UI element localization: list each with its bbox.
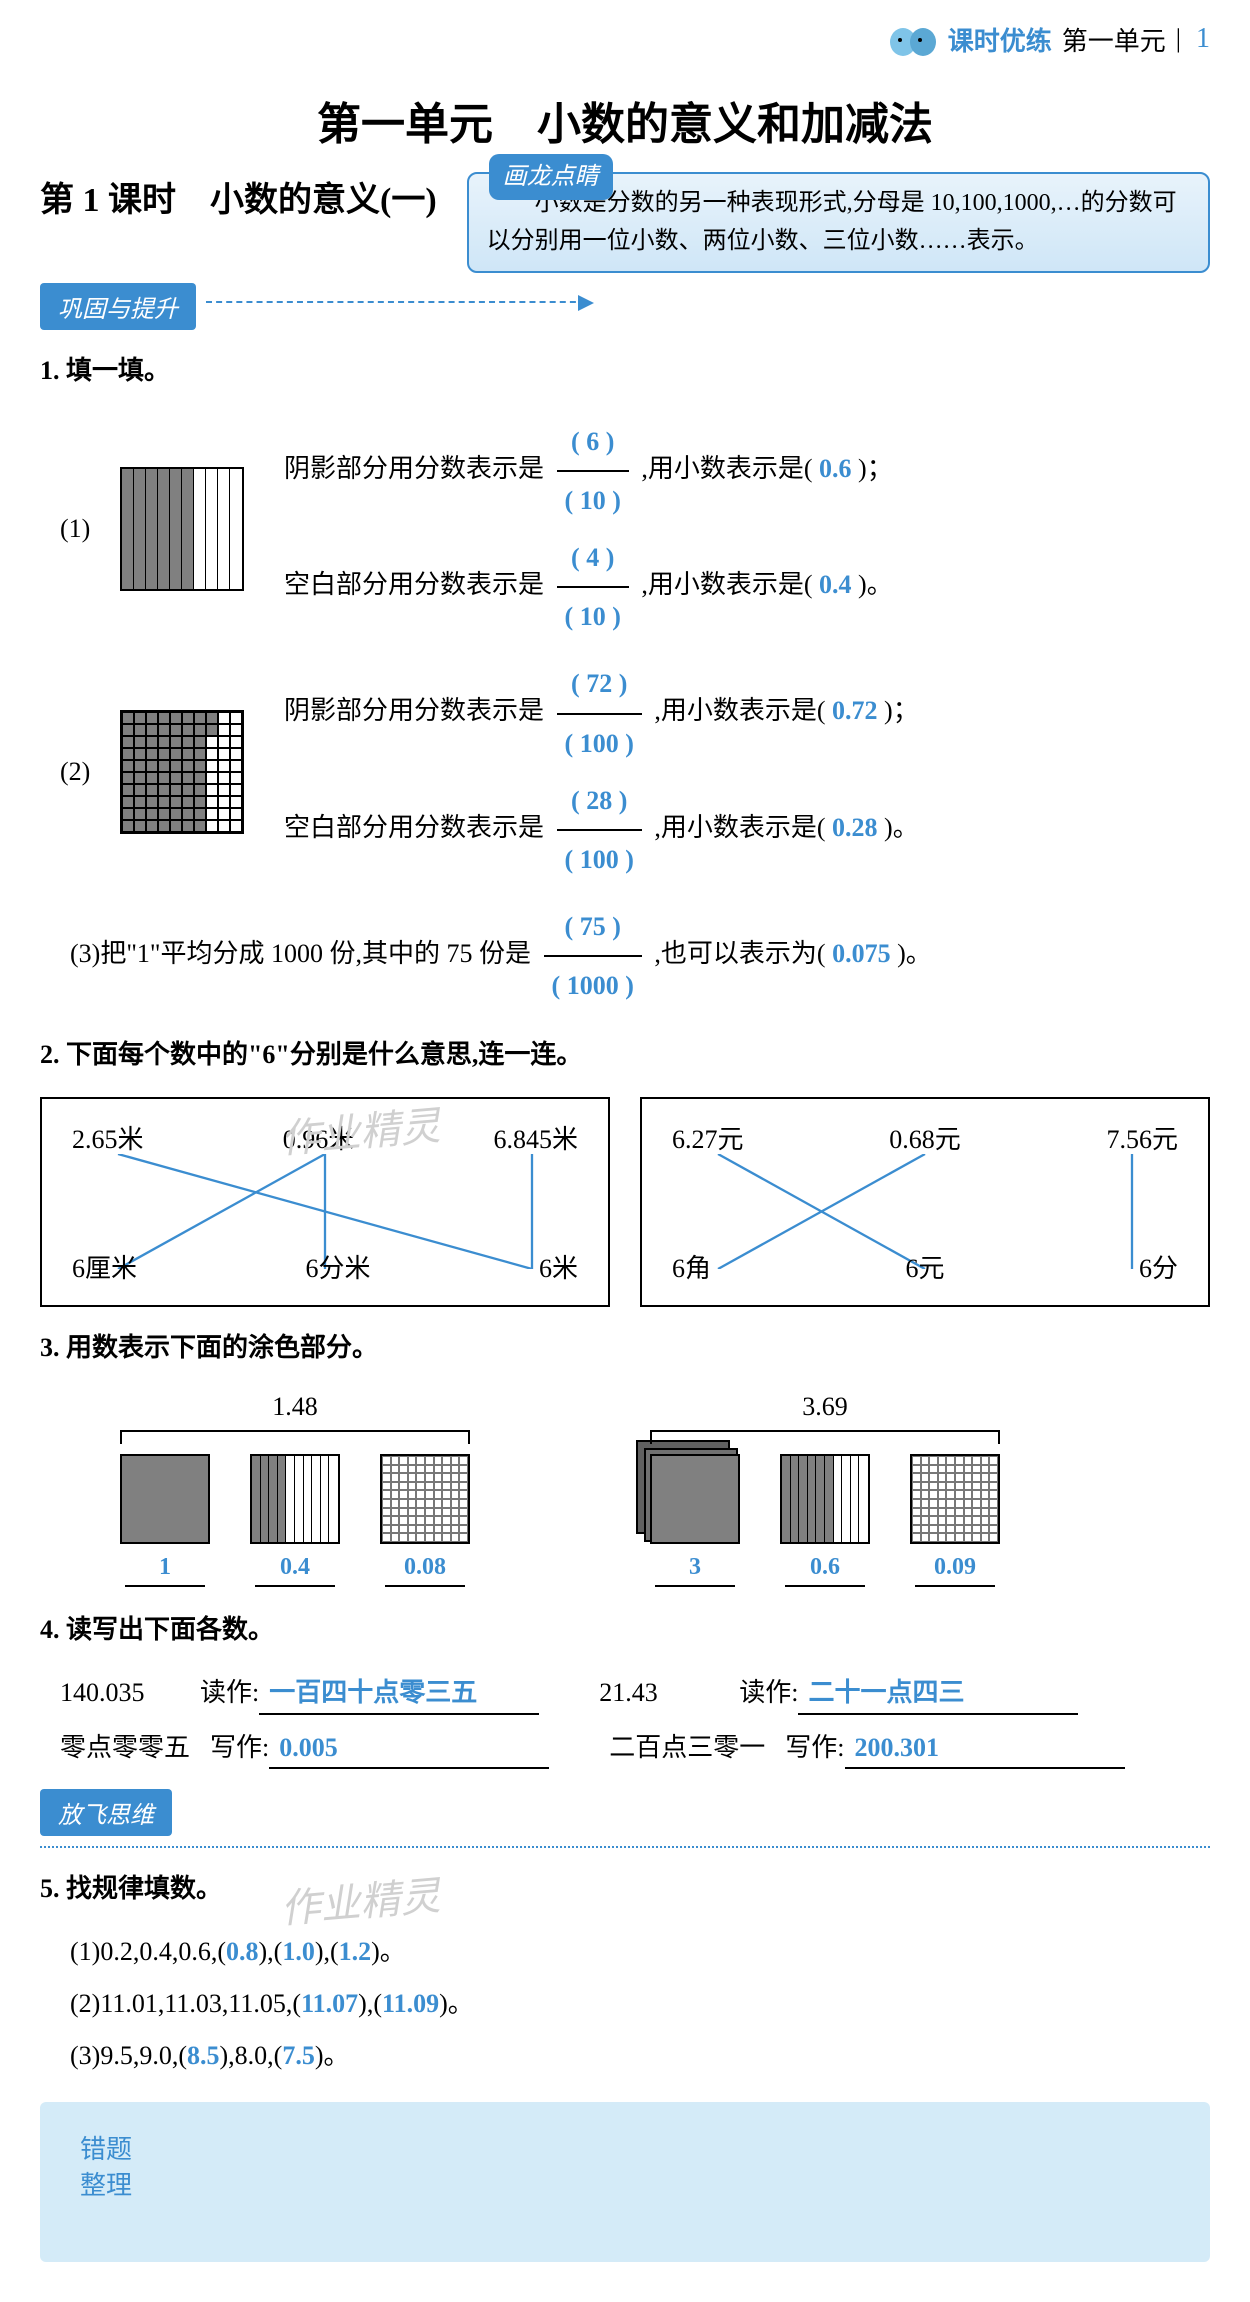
text: )。: [884, 813, 919, 842]
section-badge-1: 巩固与提升: [40, 283, 196, 330]
answer: 一百四十点零三五: [259, 1672, 539, 1715]
answer: 200.301: [845, 1733, 1125, 1769]
match-box-left: 2.65米 0.96米 6.845米 6厘米 6分米 6米: [40, 1097, 610, 1307]
q1-sub3: (3)把"1"平均分成 1000 份,其中的 75 份是 ( 75 ) ( 10…: [70, 898, 1210, 1014]
answer: 0.6: [819, 454, 852, 483]
answer: 3: [655, 1554, 735, 1587]
text: ,用小数表示是(: [641, 570, 812, 599]
match-top-item: 6.845米: [493, 1119, 578, 1156]
match-bot-item: 6分: [1139, 1248, 1178, 1285]
grid-1x10: [120, 467, 244, 591]
mascot-icon: [888, 20, 938, 58]
answer: 0.005: [269, 1733, 549, 1769]
match-top-item: 2.65米: [72, 1119, 144, 1156]
fraction: ( 75 ) ( 1000 ): [544, 898, 642, 1014]
brand-text: 课时优练: [948, 21, 1052, 58]
page-number: 1: [1196, 23, 1210, 55]
answer: 0.4: [255, 1554, 335, 1587]
q3-label: 3.69: [802, 1392, 848, 1422]
q1s2-label: (2): [60, 757, 120, 787]
main-title: 第一单元 小数的意义和加减法: [40, 88, 1210, 152]
q3-group-2: 3.69 3 0.6 0.09: [650, 1392, 1000, 1587]
bracket: [650, 1430, 1000, 1444]
q5-title: 5. 找规律填数。: [40, 1874, 222, 1903]
q1-sub1: (1) 阴影部分用分数表示是 ( 6 ) ( 10 ) ,用小数表示是( 0.6…: [60, 413, 1210, 646]
q1-sub2: (2) 阴影部分用分数表示是 ( 72 ) ( 100 ) ,用小数表示是( 0…: [60, 655, 1210, 888]
match-bot-item: 6元: [905, 1248, 944, 1285]
answer: 0.72: [832, 696, 878, 725]
text: )；: [858, 454, 893, 483]
answer: 1: [125, 1554, 205, 1587]
q3-label: 1.48: [272, 1392, 318, 1422]
striped-square: [250, 1454, 340, 1544]
fine-grid: [380, 1454, 470, 1544]
text: ,也可以表示为(: [654, 939, 825, 968]
lesson-title: 第 1 课时 小数的意义(一): [40, 172, 437, 221]
fraction: ( 72 ) ( 100 ): [557, 655, 642, 771]
answer: 0.09: [915, 1554, 995, 1587]
match-bot-item: 6角: [672, 1248, 711, 1285]
answer: 0.6: [785, 1554, 865, 1587]
section-divider: [40, 1846, 1210, 1848]
q4-item: 140.035 读作: 一百四十点零三五: [60, 1672, 539, 1715]
match-bot-item: 6米: [539, 1248, 578, 1285]
q1-title: 1. 填一填。: [40, 356, 170, 385]
fraction: ( 4 ) ( 10 ): [557, 529, 629, 645]
text: )。: [897, 939, 932, 968]
q3-group-1: 1.48 1 0.4 0.08: [120, 1392, 470, 1587]
text: 空白部分用分数表示是: [284, 570, 544, 599]
text: )。: [858, 570, 893, 599]
match-top-item: 0.68元: [889, 1119, 961, 1156]
note-box: 画龙点睛 小数是分数的另一种表现形式,分母是 10,100,1000,…的分数可…: [467, 172, 1210, 273]
q5-line3: (3)9.5,9.0,(8.5),8.0,(7.5)。: [70, 2035, 1210, 2072]
stacked-square: [650, 1454, 740, 1544]
answer: 0.08: [385, 1554, 465, 1587]
text: 阴影部分用分数表示是: [284, 454, 544, 483]
q4-item: 零点零零五 写作: 0.005: [60, 1727, 549, 1769]
text: ,用小数表示是(: [654, 813, 825, 842]
divider: |: [1176, 24, 1181, 54]
section-badge-2: 放飞思维: [40, 1789, 172, 1836]
text: (3)把"1"平均分成 1000 份,其中的 75 份是: [70, 939, 531, 968]
match-top-item: 0.96米: [283, 1119, 355, 1156]
footer-box: 错题整理: [40, 2102, 1210, 2262]
footer-label: 错题整理: [80, 2132, 1170, 2205]
answer: 0.28: [832, 813, 878, 842]
q2-title: 2. 下面每个数中的"6"分别是什么意思,连一连。: [40, 1040, 582, 1069]
solid-square: [120, 1454, 210, 1544]
text: )；: [884, 696, 919, 725]
fraction: ( 6 ) ( 10 ): [557, 413, 629, 529]
answer: 二十一点四三: [798, 1672, 1078, 1715]
q5-line2: (2)11.01,11.03,11.05,(11.07),(11.09)。: [70, 1983, 1210, 2020]
striped-square: [780, 1454, 870, 1544]
q4-item: 21.43 读作: 二十一点四三: [599, 1672, 1078, 1715]
answer: 0.075: [832, 939, 891, 968]
fine-grid: [910, 1454, 1000, 1544]
answer: 0.4: [819, 570, 852, 599]
text: ,用小数表示是(: [641, 454, 812, 483]
match-box-right: 6.27元 0.68元 7.56元 6角 6元 6分: [640, 1097, 1210, 1307]
q5-line1: (1)0.2,0.4,0.6,(0.8),(1.0),(1.2)。: [70, 1931, 1210, 1968]
match-top-item: 6.27元: [672, 1119, 744, 1156]
match-bot-item: 6厘米: [72, 1248, 137, 1285]
q4-title: 4. 读写出下面各数。: [40, 1615, 274, 1644]
q3-title: 3. 用数表示下面的涂色部分。: [40, 1333, 378, 1362]
q1s1-label: (1): [60, 514, 120, 544]
match-bot-item: 6分米: [305, 1248, 370, 1285]
fraction: ( 28 ) ( 100 ): [557, 772, 642, 888]
arrow-decoration: [206, 301, 586, 303]
text: ,用小数表示是(: [654, 696, 825, 725]
bracket: [120, 1430, 470, 1444]
unit-text: 第一单元: [1062, 21, 1166, 58]
page-header: 课时优练 第一单元 | 1: [40, 20, 1210, 58]
q2-match-container: 2.65米 0.96米 6.845米 6厘米 6分米 6米 6.27元 0.68元 7.56…: [40, 1097, 1210, 1307]
text: 阴影部分用分数表示是: [284, 696, 544, 725]
match-top-item: 7.56元: [1106, 1119, 1178, 1156]
text: 空白部分用分数表示是: [284, 813, 544, 842]
grid-10x10: [120, 710, 244, 834]
q4-item: 二百点三零一 写作: 200.301: [609, 1727, 1124, 1769]
note-label: 画龙点睛: [489, 154, 613, 200]
